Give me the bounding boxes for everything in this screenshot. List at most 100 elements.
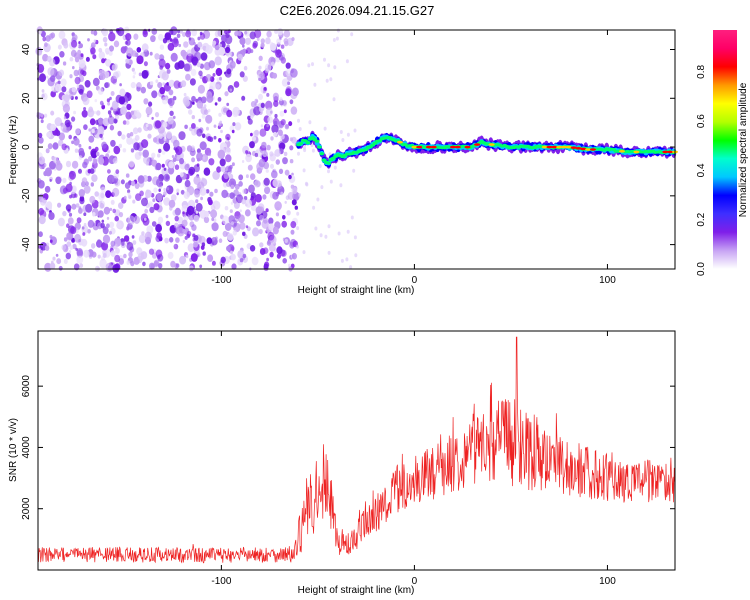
spectrogram-noise-cell xyxy=(268,217,274,225)
spectrogram-noise-cell xyxy=(161,96,168,105)
spectrogram-noise-cell xyxy=(119,83,122,87)
spectrogram-noise-cell xyxy=(112,71,119,80)
spectrogram-noise-cell xyxy=(98,47,103,53)
spectrogram-peak-cell xyxy=(585,148,592,151)
spectrogram-noise-cell xyxy=(212,73,216,77)
spectrogram-noise-cell xyxy=(78,88,84,95)
spectrogram-noise-cell xyxy=(141,43,149,52)
spectrogram-x-ticks: -100 0 100 xyxy=(211,30,616,286)
spectrogram-noise-cell xyxy=(184,124,188,129)
spectrogram-noise-cell xyxy=(260,124,264,128)
spectrogram-noise-cell xyxy=(63,237,68,242)
spectrogram-noise-cell xyxy=(191,224,197,232)
spectrogram-noise-cell xyxy=(230,250,233,255)
spectrogram-noise-cell xyxy=(250,173,256,181)
spectrogram-noise-cell xyxy=(274,201,282,211)
spectrogram-noise-cell xyxy=(332,97,336,102)
spectrogram-noise-cell xyxy=(254,152,259,158)
spectrogram-noise-cell xyxy=(51,85,58,93)
spectrogram-noise-cell xyxy=(253,106,261,116)
spectrogram-noise-cell xyxy=(151,28,158,35)
spectrogram-y-ticks: -40 -20 0 20 40 xyxy=(21,44,675,252)
spectrogram-noise-cell xyxy=(129,36,132,40)
spectrogram-noise-cell xyxy=(265,107,273,117)
spectrogram-noise-cell xyxy=(177,227,185,237)
spectrogram-noise-cell xyxy=(38,30,42,35)
spectrogram-noise-cell xyxy=(304,181,308,186)
spectrogram-noise-cell xyxy=(132,127,139,135)
spectrogram-noise-cell xyxy=(217,149,226,159)
spectrogram-noise-cell xyxy=(52,256,56,261)
spectrogram-noise-cell xyxy=(123,253,127,259)
spectrogram-noise-cell xyxy=(262,217,268,224)
spectrogram-noise-cell xyxy=(155,224,163,233)
spectrogram-noise-cell xyxy=(93,111,97,114)
spectrogram-noise-cell xyxy=(153,187,158,193)
spectrogram-noise-cell xyxy=(291,37,295,42)
spectrogram-noise-cell xyxy=(298,127,302,131)
spectrogram-noise-cell xyxy=(126,133,131,138)
spectrogram-noise-cell xyxy=(124,182,131,190)
spectrogram-noise-cell xyxy=(161,163,165,168)
spectrogram-noise-cell xyxy=(323,57,326,62)
spectrogram-noise-cell xyxy=(141,231,145,236)
spectrogram-noise-cell xyxy=(113,145,121,155)
spectrogram-y-tick-label: -40 xyxy=(21,237,32,252)
colorbar-tick-label: 0.0 xyxy=(696,262,707,276)
spectrogram-noise-cell xyxy=(259,73,263,78)
spectrogram-noise-cell xyxy=(191,115,195,120)
spectrogram-noise-cell xyxy=(271,124,279,134)
spectrogram-noise-cell xyxy=(148,101,153,107)
spectrogram-noise-cell xyxy=(85,56,90,62)
spectrogram-noise-cell xyxy=(258,158,266,168)
spectrogram-noise-cell xyxy=(324,234,328,239)
spectrogram-noise-cell xyxy=(87,38,90,42)
spectrogram-noise-cell xyxy=(76,217,82,224)
spectrogram-peak-cell xyxy=(561,145,567,149)
spectrogram-noise-cell xyxy=(122,148,127,153)
spectrogram-noise-cell xyxy=(194,189,201,198)
spectrogram-noise-cell xyxy=(217,29,224,37)
spectrogram-noise-cell xyxy=(76,84,80,88)
spectrogram-peak-cell xyxy=(575,147,582,150)
spectrogram-noise-cell xyxy=(279,142,286,151)
spectrogram-noise-cell xyxy=(78,168,82,174)
spectrogram-noise-cell xyxy=(162,121,168,128)
spectrogram-noise-cell xyxy=(48,212,55,220)
spectrogram-x-tick-label: 0 xyxy=(412,275,418,286)
spectrogram-noise-cell xyxy=(106,216,110,220)
spectrogram-noise-cell xyxy=(110,199,115,205)
spectrogram-noise-cell xyxy=(285,88,292,97)
spectrogram-noise-cell xyxy=(214,56,222,66)
spectrogram-noise-cell xyxy=(100,222,105,229)
spectrogram-noise-cell xyxy=(191,56,199,66)
spectrogram-noise-cell xyxy=(68,134,72,140)
spectrogram-noise-cell xyxy=(186,230,192,237)
spectrogram-noise-cell xyxy=(76,255,84,264)
spectrogram-noise-cell xyxy=(118,143,123,148)
spectrogram-noise-cell xyxy=(99,100,104,106)
spectrogram-noise-cell xyxy=(155,162,162,171)
spectrogram-noise-cell xyxy=(115,247,120,254)
spectrogram-noise-cell xyxy=(58,132,65,141)
spectrogram-noise-cell xyxy=(116,222,122,229)
spectrogram-noise-cell xyxy=(199,141,207,151)
spectrogram-noise-cell xyxy=(55,176,62,185)
spectrogram-noise-cell xyxy=(295,244,299,249)
spectrogram-noise-cell xyxy=(226,181,231,188)
spectrogram-noise-cell xyxy=(213,135,217,140)
spectrogram-noise-cell xyxy=(289,145,294,151)
spectrogram-noise-cell xyxy=(242,75,248,82)
spectrogram-noise-cell xyxy=(168,29,174,36)
spectrogram-peak-cell xyxy=(488,143,495,146)
spectrogram-noise-cell xyxy=(87,108,95,118)
spectrogram-noise-cell xyxy=(279,110,285,117)
spectrogram-noise-cell xyxy=(71,116,76,122)
spectrogram-noise-cell xyxy=(97,210,104,218)
spectrogram-noise-cell xyxy=(166,131,173,139)
spectrogram-track-cell xyxy=(363,148,369,152)
spectrogram-peak-cell xyxy=(430,145,437,149)
spectrogram-noise-cell xyxy=(120,179,125,185)
spectrogram-noise-cell xyxy=(174,207,181,216)
spectrogram-noise-cell xyxy=(232,109,239,118)
